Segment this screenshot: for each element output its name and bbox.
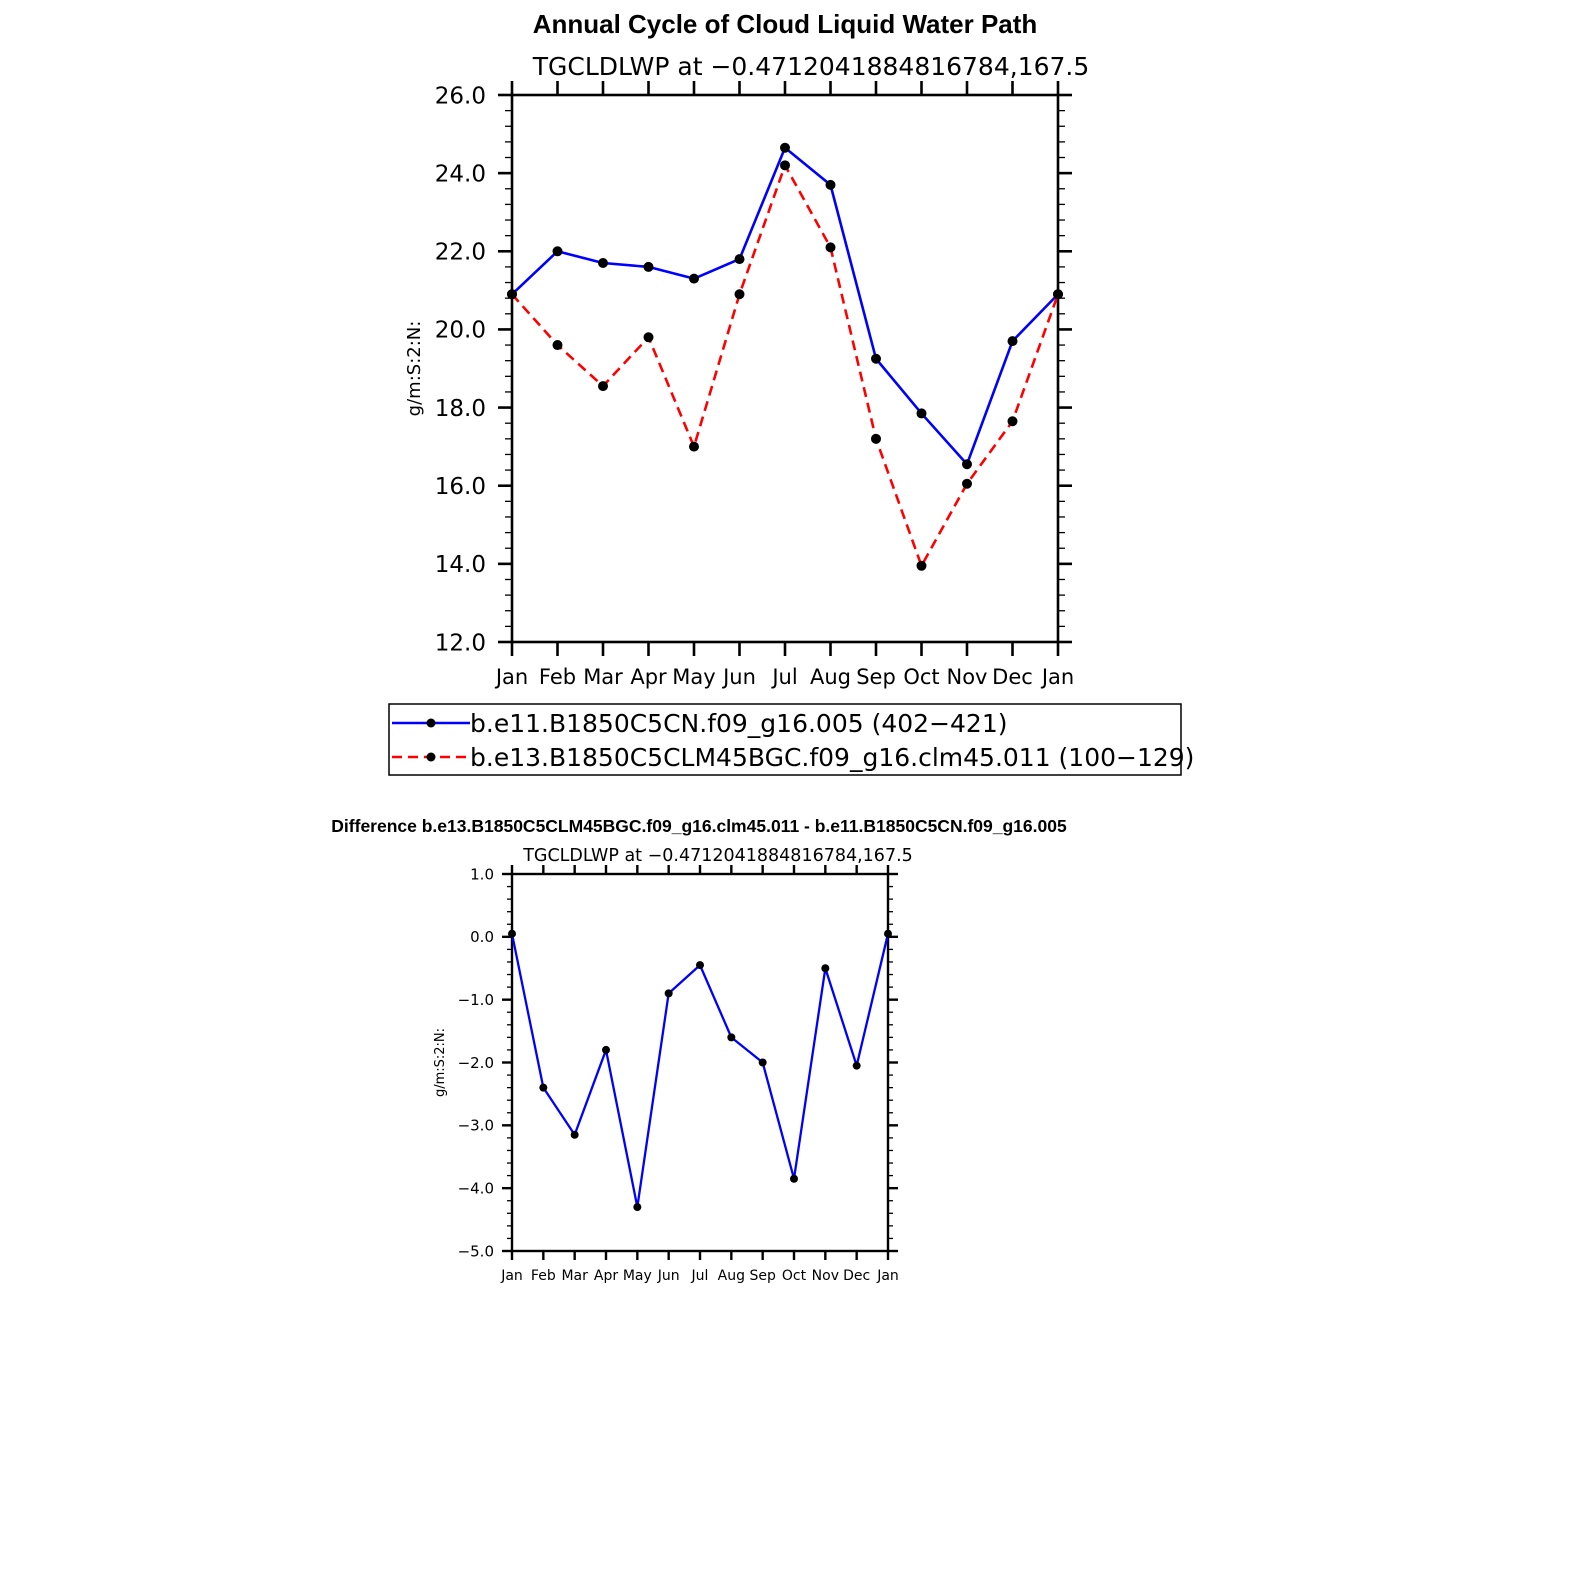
data-point-series-2 — [507, 289, 517, 300]
x-tick-label: Feb — [539, 665, 576, 689]
x-tick-label: May — [672, 665, 715, 689]
y-tick-label: −5.0 — [458, 1242, 494, 1260]
y-tick-label: 26.0 — [435, 83, 486, 109]
main-title: Annual Cycle of Cloud Liquid Water Path — [533, 9, 1038, 39]
x-tick-label: Feb — [531, 1268, 556, 1284]
top-chart-subtitle: TGCLDLWP at −0.4712041884816784,167.5 — [532, 52, 1090, 81]
y-axis-label: g/m:S:2:N: — [433, 1028, 448, 1097]
data-point-series-2 — [643, 332, 654, 343]
data-point-series-2 — [871, 433, 881, 444]
data-point-series-1 — [734, 254, 745, 265]
legend-label-series-1: b.e11.B1850C5CN.f09_g16.005 (402−421) — [470, 709, 1008, 738]
plot-frame — [510, 872, 890, 1253]
data-point-series-1 — [790, 1174, 798, 1183]
x-tick-label: Oct — [903, 665, 939, 689]
bottom-chart-subtitle: TGCLDLWP at −0.4712041884816784,167.5 — [522, 846, 913, 866]
legend: b.e11.B1850C5CN.f09_g16.005 (402−421) b.… — [388, 703, 1194, 776]
series-line-1 — [510, 933, 890, 1209]
data-point-series-1 — [508, 929, 516, 938]
y-tick-label: −4.0 — [458, 1180, 494, 1198]
data-point-series-1 — [758, 1058, 767, 1067]
data-point-series-1 — [852, 1061, 861, 1070]
data-point-series-1 — [643, 261, 654, 272]
top-chart: Jan Feb Mar Apr May Jun Jul Aug Sep Oct Nov Dec Jan 1… — [404, 81, 1074, 689]
x-tick-label: May — [623, 1268, 652, 1284]
data-point-series-1 — [539, 1083, 548, 1092]
data-point-series-1 — [727, 1033, 736, 1042]
x-tick-label: Jan — [1040, 665, 1074, 689]
data-point-series-2 — [552, 340, 563, 351]
data-point-series-1 — [884, 929, 892, 938]
x-tick-label: Apr — [630, 665, 667, 689]
x-tick-label: Aug — [810, 665, 851, 689]
y-tick-label: 1.0 — [470, 865, 494, 883]
data-point-series-1 — [1007, 336, 1018, 347]
legend-marker-series-2 — [426, 752, 436, 762]
x-tick-label: Aug — [718, 1268, 745, 1284]
data-point-series-1 — [696, 961, 704, 970]
y-tick-label: 18.0 — [435, 396, 486, 422]
data-point-series-1 — [602, 1045, 610, 1054]
data-point-series-1 — [962, 459, 972, 470]
x-tick-label: Jul — [691, 1268, 709, 1284]
y-tick-label: 0.0 — [470, 928, 494, 946]
y-axis-label: g/m:S:2:N: — [404, 321, 425, 417]
y-tick-label: 20.0 — [435, 318, 486, 344]
legend-marker-series-1 — [426, 718, 436, 728]
data-point-series-1 — [871, 353, 881, 364]
series-line-1 — [511, 146, 1059, 466]
y-tick-label: 24.0 — [435, 161, 486, 187]
series-line-2 — [511, 164, 1060, 568]
y-tick-label: −2.0 — [458, 1054, 494, 1072]
data-point-series-1 — [633, 1203, 642, 1212]
data-point-series-2 — [825, 242, 836, 253]
x-tick-label: Nov — [947, 665, 988, 689]
x-tick-label: Jul — [770, 665, 797, 689]
plot-frame — [510, 93, 1060, 644]
x-tick-label: Nov — [812, 1268, 839, 1284]
data-point-series-2 — [1053, 289, 1063, 300]
data-point-series-1 — [780, 142, 790, 153]
data-point-series-2 — [689, 441, 699, 452]
x-tick-label: Sep — [856, 665, 896, 689]
data-point-series-1 — [821, 964, 830, 973]
x-tick-label: Dec — [992, 665, 1033, 689]
x-tick-label: Jan — [500, 1268, 523, 1284]
x-tick-label: Apr — [594, 1268, 618, 1284]
data-point-series-2 — [1007, 416, 1018, 427]
x-tick-label: Oct — [782, 1268, 807, 1284]
x-tick-label: Jun — [657, 1268, 680, 1284]
data-point-series-1 — [689, 273, 699, 284]
x-tick-label: Sep — [749, 1268, 776, 1284]
data-point-series-2 — [598, 381, 608, 392]
y-tick-label: −3.0 — [458, 1117, 494, 1135]
y-tick-label: 22.0 — [435, 240, 486, 266]
x-tick-label: Dec — [843, 1268, 870, 1284]
data-point-series-2 — [916, 560, 927, 571]
bottom-chart: Jan Feb Mar Apr May Jun Jul Aug Sep Oct Nov Dec Jan−… — [433, 865, 899, 1284]
y-tick-label: −1.0 — [458, 991, 494, 1009]
y-tick-label: 16.0 — [435, 474, 486, 500]
data-point-series-1 — [598, 258, 608, 269]
y-tick-label: 14.0 — [435, 552, 486, 578]
x-tick-label: Jan — [494, 665, 528, 689]
data-point-series-2 — [780, 160, 790, 171]
legend-label-series-2: b.e13.B1850C5CLM45BGC.f09_g16.clm45.011 … — [470, 743, 1194, 772]
data-point-series-1 — [664, 989, 673, 998]
difference-title: Difference b.e13.B1850C5CLM45BGC.f09_g16… — [331, 816, 1067, 836]
data-point-series-1 — [916, 408, 927, 419]
y-tick-label: 12.0 — [435, 630, 486, 656]
data-point-series-2 — [734, 289, 745, 300]
x-tick-label: Jan — [876, 1268, 899, 1284]
data-point-series-2 — [962, 478, 972, 489]
x-tick-label: Mar — [583, 665, 623, 689]
data-point-series-1 — [825, 179, 836, 190]
x-tick-label: Mar — [561, 1268, 588, 1284]
legend-box — [388, 703, 1182, 776]
data-point-series-1 — [570, 1130, 579, 1139]
data-point-series-1 — [552, 246, 563, 257]
x-tick-label: Jun — [721, 665, 756, 689]
